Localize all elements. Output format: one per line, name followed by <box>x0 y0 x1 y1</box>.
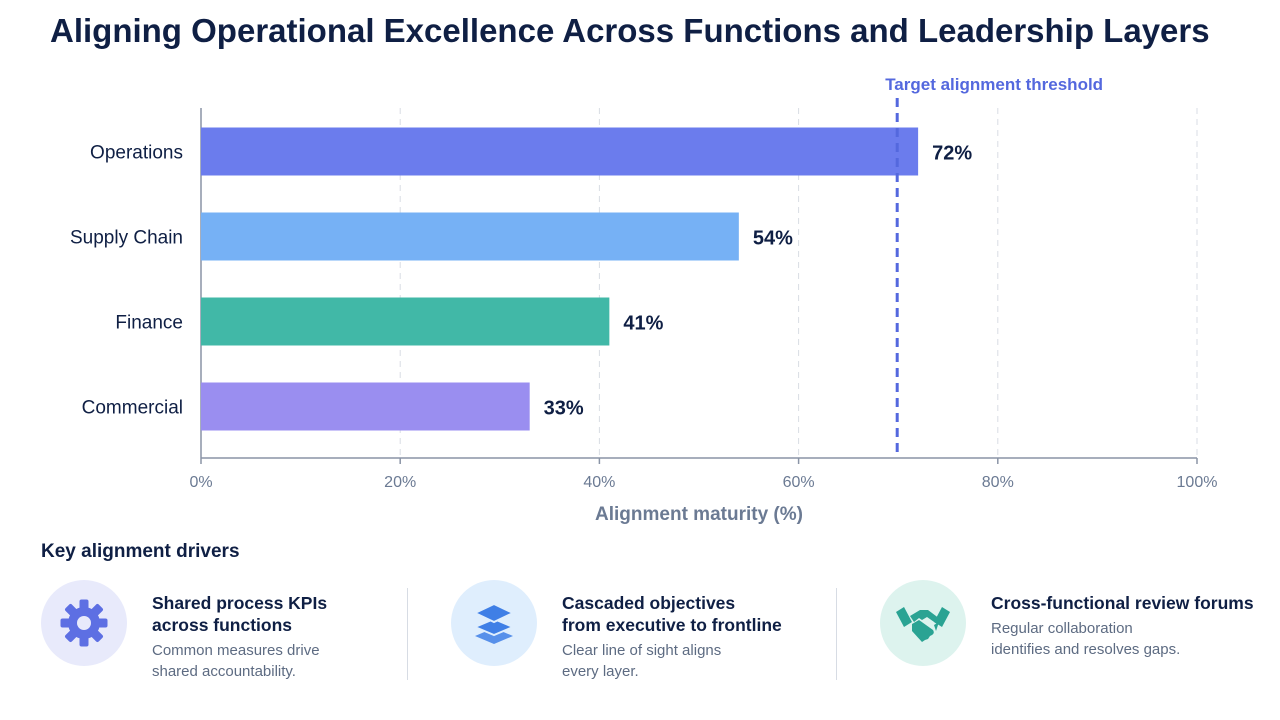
bar-chart: 0% 20% 40% 60% 80% 100% Operations 72% Supply C… <box>70 75 1217 525</box>
bar-finance <box>201 297 610 346</box>
driver-icon-badge <box>41 580 127 666</box>
category-label: Commercial <box>82 398 183 419</box>
x-tick-label: 20% <box>384 474 416 491</box>
driver-description: Clear line of sight aligns every layer. <box>562 642 722 680</box>
driver-heading: Cascaded objectives from executive to fr… <box>562 593 782 635</box>
value-label: 41% <box>623 313 663 335</box>
page-title: Aligning Operational Excellence Across F… <box>50 12 1210 49</box>
divider <box>836 588 837 680</box>
axes: 0% 20% 40% 60% 80% 100% <box>189 108 1217 491</box>
value-label: 72% <box>932 143 972 165</box>
target-threshold-label: Target alignment threshold <box>885 75 1103 94</box>
driver-description: Common measures drive shared accountabil… <box>152 642 320 680</box>
x-tick-label: 60% <box>783 474 815 491</box>
divider <box>407 588 408 680</box>
gear-icon <box>60 599 108 647</box>
reference-line-group: Target alignment threshold <box>885 75 1103 458</box>
layers-icon <box>472 602 516 644</box>
category-label: Supply Chain <box>70 228 183 249</box>
drivers-title: Key alignment drivers <box>41 541 240 562</box>
driver-card-kpis: Shared process KPIs across functions Com… <box>41 580 371 680</box>
x-tick-label: 0% <box>189 474 212 491</box>
category-label: Finance <box>115 313 183 334</box>
bars: Operations 72% Supply Chain 54% Finance 41% Co… <box>70 127 972 431</box>
driver-card-forums: Cross-functional review forums Regular c… <box>880 580 1270 680</box>
driver-heading: Cross-functional review forums <box>991 593 1254 613</box>
bar-supply-chain <box>201 212 739 261</box>
x-axis-title: Alignment maturity (%) <box>595 504 803 525</box>
x-tick-label: 100% <box>1177 474 1218 491</box>
driver-icon-badge <box>451 580 537 666</box>
driver-card-objectives: Cascaded objectives from executive to fr… <box>451 580 821 680</box>
category-label: Operations <box>90 143 183 164</box>
bar-operations <box>201 127 919 176</box>
driver-heading: Shared process KPIs across functions <box>152 593 328 635</box>
driver-description: Regular collaboration identifies and res… <box>991 620 1181 658</box>
handshake-icon <box>896 607 950 642</box>
x-tick-label: 80% <box>982 474 1014 491</box>
value-label: 54% <box>753 228 793 250</box>
driver-icon-badge <box>880 580 966 666</box>
value-label: 33% <box>544 398 584 420</box>
bar-commercial <box>201 382 530 431</box>
x-tick-label: 40% <box>583 474 615 491</box>
